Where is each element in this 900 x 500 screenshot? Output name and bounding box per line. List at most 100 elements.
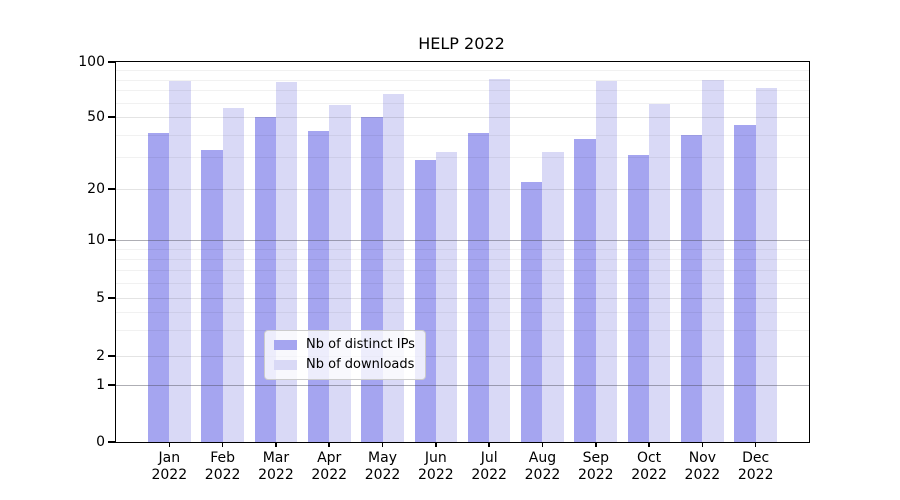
- x-tick-label: Mar 2022: [244, 450, 308, 484]
- y-grid-line-minor: [116, 312, 809, 314]
- y-grid-line-minor: [116, 258, 809, 260]
- bar-downloads: [382, 93, 404, 442]
- x-tick-mark: [701, 442, 704, 447]
- x-tick-label: Jun 2022: [404, 450, 468, 484]
- y-tick-mark: [108, 297, 115, 299]
- x-tick-mark: [754, 442, 757, 447]
- x-tick-label-line: Dec: [742, 450, 770, 466]
- x-tick-mark: [328, 442, 330, 447]
- bar-downloads: [222, 108, 244, 442]
- y-tick-label: 1: [96, 377, 105, 393]
- bar-distinct-ips: [574, 138, 596, 442]
- x-tick-label-line: 2022: [471, 467, 507, 483]
- y-tick-mark: [108, 116, 115, 118]
- bar-downloads: [755, 88, 777, 442]
- y-tick-label: 20: [87, 181, 105, 197]
- x-tick-label-line: 2022: [311, 467, 348, 483]
- legend: Nb of distinct IPs Nb of downloads: [264, 330, 426, 380]
- bar-downloads: [435, 152, 458, 442]
- x-tick-label: Dec 2022: [724, 450, 788, 484]
- bar-distinct-ips: [361, 117, 383, 442]
- x-tick-mark: [488, 442, 490, 447]
- bar-downloads: [169, 80, 191, 442]
- bar-distinct-ips: [147, 132, 170, 442]
- bar-distinct-ips: [414, 159, 436, 442]
- x-tick-mark: [221, 442, 224, 447]
- bar-downloads: [595, 80, 618, 442]
- y-grid-line-minor: [116, 330, 809, 332]
- y-tick-mark: [108, 355, 115, 357]
- y-tick-mark: [108, 239, 115, 241]
- x-tick-label: Aug 2022: [510, 450, 574, 484]
- y-tick-label: 5: [96, 290, 105, 306]
- x-tick-label-line: Jul: [480, 450, 498, 466]
- x-tick-mark: [275, 442, 277, 447]
- bar-downloads: [649, 103, 671, 442]
- y-grid-line-minor: [116, 134, 809, 136]
- x-tick-label: Jan 2022: [137, 450, 201, 484]
- x-tick-mark: [381, 442, 384, 447]
- legend-label-distinct-ips: Nb of distinct IPs: [306, 337, 415, 352]
- bar-distinct-ips: [201, 149, 223, 442]
- x-tick-label: Feb 2022: [191, 450, 255, 484]
- x-tick-mark: [168, 442, 171, 447]
- x-tick-label: Apr 2022: [297, 450, 361, 484]
- bar-distinct-ips: [254, 117, 276, 442]
- y-grid-line-minor: [116, 79, 809, 81]
- x-tick-label-line: 2022: [684, 467, 721, 483]
- y-tick-label: 2: [96, 348, 105, 364]
- x-tick-mark: [541, 442, 544, 447]
- legend-label-downloads: Nb of downloads: [306, 357, 415, 372]
- x-tick-label: Nov 2022: [670, 450, 734, 484]
- y-tick-label: 100: [78, 54, 105, 70]
- bar-downloads: [542, 152, 564, 442]
- bar-distinct-ips: [734, 125, 756, 442]
- bar-distinct-ips: [307, 130, 330, 442]
- x-tick-label-line: 2022: [577, 467, 614, 483]
- legend-item-downloads: Nb of downloads: [274, 357, 415, 373]
- x-tick-mark: [435, 442, 437, 447]
- y-grid-line: [116, 117, 809, 118]
- legend-swatch-downloads: [274, 360, 297, 370]
- x-tick-label-line: Aug: [528, 450, 557, 466]
- x-tick-label-line: Jun: [424, 450, 447, 466]
- x-tick-label: Jul 2022: [457, 450, 521, 484]
- x-tick-mark: [595, 442, 597, 447]
- bar-distinct-ips: [521, 181, 543, 442]
- plot-area: Jan 2022 Feb 2022 Mar 2022 Apr 2022 May 2022 Jun 20…: [78, 55, 810, 483]
- x-tick-label-line: 2022: [204, 467, 241, 483]
- bar-distinct-ips: [627, 154, 650, 442]
- x-tick-label-line: Nov: [688, 450, 717, 466]
- bar-downloads: [275, 81, 298, 442]
- y-tick-label: 0: [96, 434, 105, 450]
- y-grid-line: [116, 385, 809, 386]
- y-tick-label: 10: [87, 232, 105, 248]
- x-tick-label-line: Feb: [210, 450, 235, 466]
- x-tick-label-line: 2022: [151, 467, 188, 483]
- x-tick-label-line: 2022: [524, 467, 561, 483]
- x-tick-mark: [648, 442, 650, 447]
- bar-downloads: [329, 105, 351, 442]
- y-grid-line-minor: [116, 269, 809, 271]
- legend-swatch-distinct-ips: [274, 340, 297, 350]
- x-tick-label-line: Jan: [158, 450, 181, 466]
- x-tick-label-line: Oct: [636, 450, 662, 466]
- x-tick-label-line: 2022: [364, 467, 401, 483]
- x-tick-label-line: Apr: [317, 450, 342, 466]
- x-tick-label-line: 2022: [737, 467, 774, 483]
- y-grid-line-minor: [116, 282, 809, 284]
- y-grid-line-minor: [116, 248, 809, 250]
- y-grid-line-minor: [116, 90, 809, 92]
- y-grid-line: [116, 240, 809, 241]
- y-tick-mark: [108, 441, 115, 443]
- x-tick-label-line: 2022: [631, 467, 667, 483]
- y-grid-line-minor: [116, 70, 809, 72]
- x-tick-label: Oct 2022: [617, 450, 681, 484]
- y-tick-mark: [108, 61, 115, 63]
- y-tick-label: 50: [87, 109, 105, 125]
- x-tick-label-line: 2022: [258, 467, 294, 483]
- y-grid-line: [116, 298, 809, 299]
- x-tick-label: Sep 2022: [564, 450, 628, 484]
- bar-distinct-ips: [467, 132, 490, 442]
